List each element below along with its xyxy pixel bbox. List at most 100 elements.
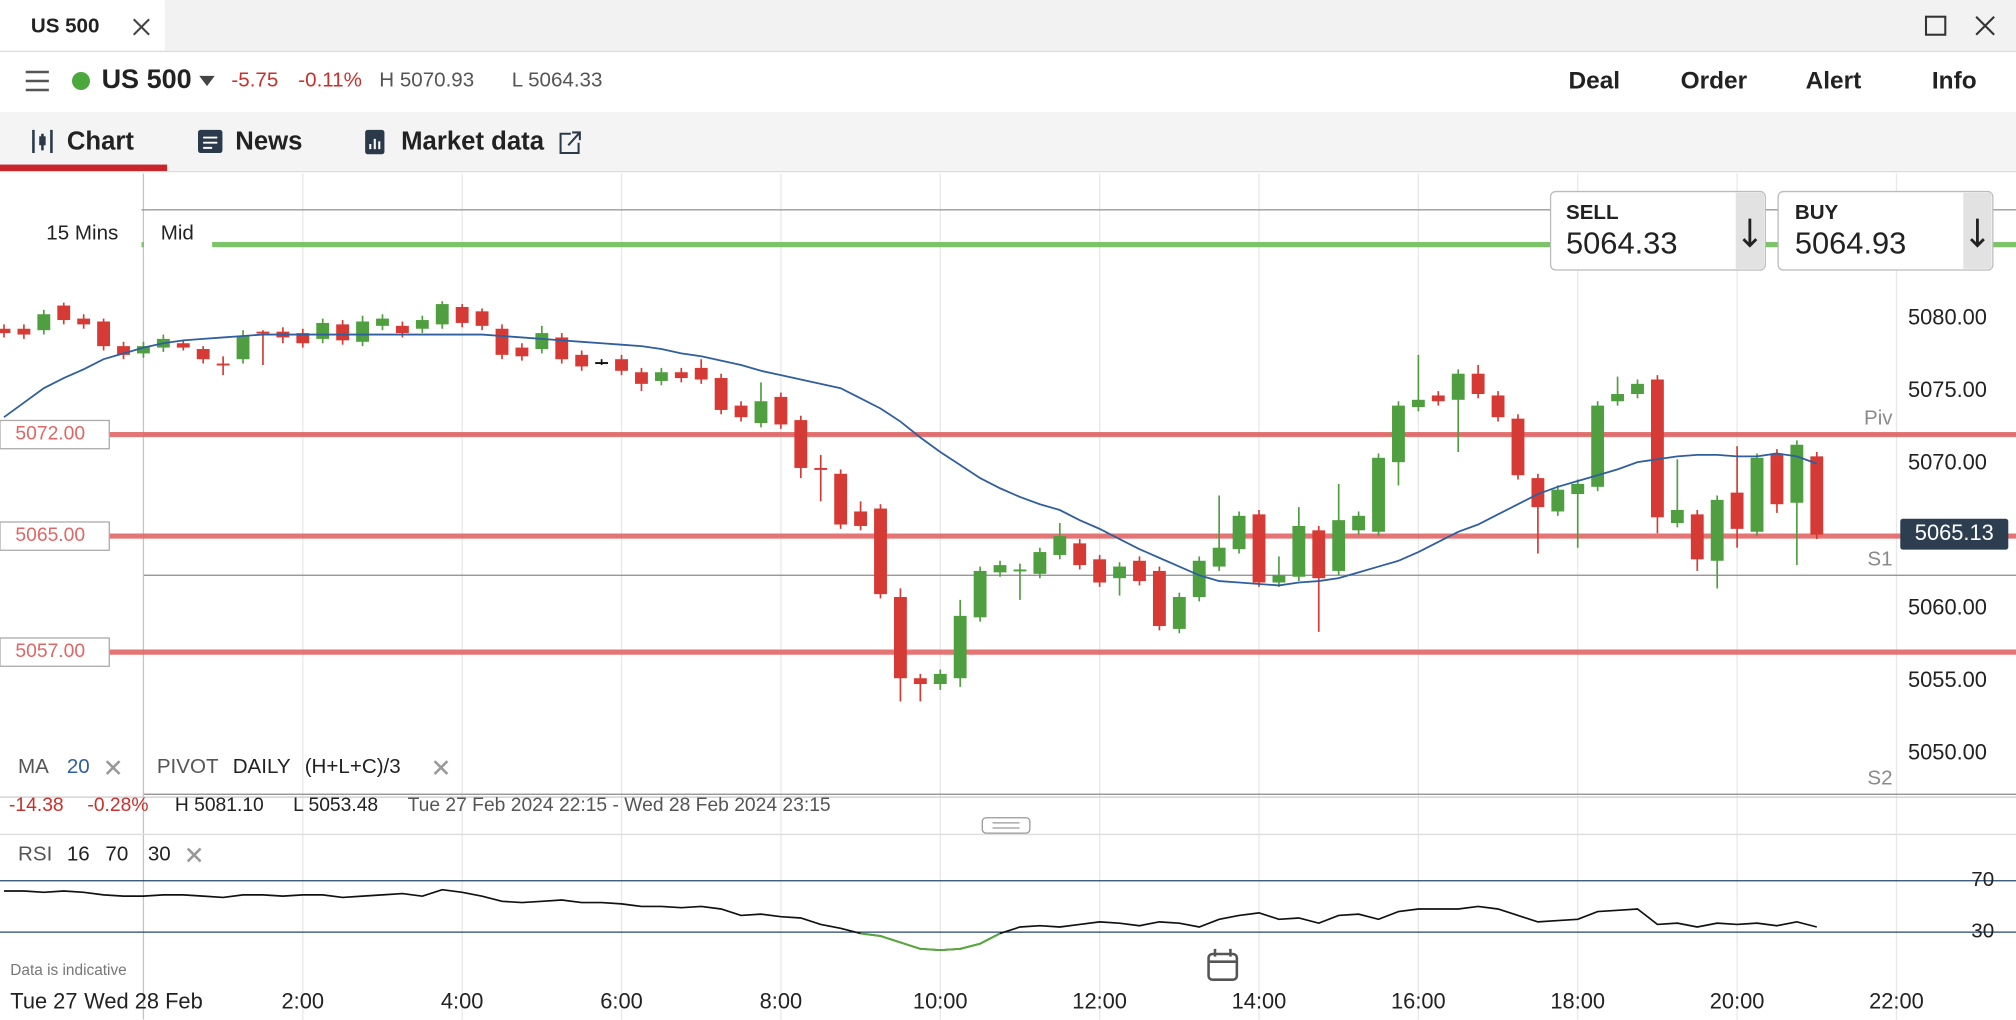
pivot-label: PIVOT bbox=[157, 755, 219, 778]
buy-button[interactable] bbox=[1777, 190, 1994, 271]
x-tick-label: 6:00 bbox=[600, 989, 643, 1014]
rsi-oversold-segment bbox=[979, 932, 1001, 945]
price-type-text[interactable]: Mid bbox=[161, 221, 194, 244]
candle-body bbox=[953, 615, 967, 679]
candle-body bbox=[1531, 478, 1545, 508]
candle-body bbox=[1312, 530, 1326, 579]
x-tick-label: Wed 28 Feb bbox=[84, 989, 203, 1014]
calendar-icon[interactable] bbox=[1208, 948, 1237, 964]
news-tab-icon[interactable] bbox=[203, 136, 218, 149]
disclaimer: Data is indicative bbox=[10, 962, 126, 979]
rsi-lower: 30 bbox=[148, 842, 171, 865]
close-window-icon[interactable] bbox=[1975, 15, 1995, 36]
remove-rsi[interactable] bbox=[186, 847, 202, 863]
market-data-tab[interactable]: Market data bbox=[401, 128, 545, 156]
remove-ma[interactable] bbox=[105, 760, 121, 775]
buy-label[interactable]: BUY bbox=[1795, 201, 1839, 224]
y-tick-label: 5080.00 bbox=[1908, 304, 1987, 329]
deal-button[interactable]: Deal bbox=[1569, 68, 1621, 95]
candle-body bbox=[1511, 418, 1525, 476]
panel-resize-handle[interactable] bbox=[981, 817, 1031, 834]
price-level-tag bbox=[0, 521, 110, 551]
candle-body bbox=[296, 333, 310, 344]
rsi-oversold-segment bbox=[860, 932, 881, 938]
interval-selector-text[interactable]: 15 Mins bbox=[46, 221, 118, 244]
candle-body bbox=[1491, 395, 1505, 418]
candle-body bbox=[874, 508, 887, 595]
close-tab-icon[interactable] bbox=[132, 18, 150, 36]
alert-button[interactable]: Alert bbox=[1806, 68, 1862, 95]
buy-arrow[interactable] bbox=[1969, 218, 1985, 248]
buy-price[interactable]: 5064.93 bbox=[1795, 226, 1906, 261]
rsi-oversold-segment bbox=[900, 941, 921, 950]
candle-body bbox=[993, 565, 1007, 573]
rsi-oversold-segment bbox=[940, 947, 961, 952]
y-tick-label: 5070.00 bbox=[1908, 449, 1987, 474]
candle-body bbox=[555, 337, 569, 360]
pivot-line-label: S1 bbox=[1867, 547, 1892, 570]
period-change-pct: -0.28% bbox=[87, 795, 148, 816]
candle-body bbox=[1631, 383, 1644, 394]
candle-body bbox=[1471, 373, 1485, 394]
candle-body bbox=[1431, 395, 1445, 402]
x-tick-label: 22:00 bbox=[1869, 989, 1924, 1014]
news-tab[interactable]: News bbox=[235, 128, 302, 156]
candle-body bbox=[754, 401, 768, 424]
candle-body bbox=[814, 467, 828, 470]
period-high: H 5081.10 bbox=[175, 795, 264, 816]
y-tick-label: 5050.00 bbox=[1908, 739, 1987, 764]
candle-body bbox=[1292, 525, 1306, 577]
rsi-oversold-segment bbox=[880, 935, 901, 944]
day-high: H 5070.93 bbox=[379, 68, 474, 91]
overlays: 5050.00 5055.00 5060.00 5065.00 5070.00 5075.… bbox=[0, 304, 2009, 789]
sell-price[interactable]: 5064.33 bbox=[1566, 226, 1677, 261]
external-link-icon[interactable] bbox=[559, 131, 581, 155]
candle-body bbox=[794, 420, 808, 468]
candle-body bbox=[893, 597, 907, 679]
candle-body bbox=[734, 405, 748, 418]
panel-resize-handle[interactable] bbox=[992, 822, 1020, 829]
window-tab-title[interactable]: US 500 bbox=[31, 14, 100, 37]
candle-body bbox=[1372, 457, 1385, 532]
info-button[interactable]: Info bbox=[1932, 68, 1977, 95]
candle-body bbox=[1790, 444, 1804, 503]
sell-arrow[interactable] bbox=[1742, 218, 1758, 248]
sell-button[interactable] bbox=[1549, 190, 1766, 271]
y-tick-label: 5075.00 bbox=[1908, 377, 1987, 402]
candle-body bbox=[495, 328, 509, 355]
period-change: -14.38 bbox=[9, 795, 64, 816]
interval-selector[interactable] bbox=[28, 213, 142, 255]
news-tab-icon[interactable] bbox=[198, 129, 223, 154]
chart-tab[interactable]: Chart bbox=[67, 128, 135, 156]
candle-body bbox=[97, 321, 111, 347]
candle-body bbox=[475, 311, 489, 326]
candle-body bbox=[933, 673, 947, 685]
candle-body bbox=[37, 314, 51, 331]
candle-body bbox=[654, 372, 668, 381]
instrument-name[interactable]: US 500 bbox=[102, 64, 192, 94]
menu-icon[interactable] bbox=[25, 70, 49, 92]
active-tab-indicator bbox=[0, 164, 168, 172]
maximize-icon[interactable] bbox=[1924, 15, 1947, 36]
grid bbox=[142, 173, 1898, 1020]
remove-pivot[interactable] bbox=[433, 760, 449, 775]
market-data-icon[interactable] bbox=[369, 138, 381, 150]
x-start-label: Tue 27 bbox=[10, 989, 77, 1014]
chart-tab-icon[interactable] bbox=[39, 136, 46, 146]
candle-body bbox=[1152, 570, 1166, 627]
candle-body bbox=[455, 306, 469, 323]
candle-body bbox=[1770, 453, 1784, 505]
calendar-icon[interactable] bbox=[1207, 952, 1239, 982]
window-tab[interactable] bbox=[0, 0, 165, 52]
last-price-tag bbox=[1900, 518, 2009, 550]
price-type-selector[interactable] bbox=[144, 213, 213, 255]
sell-label[interactable]: SELL bbox=[1566, 201, 1619, 224]
candle-body bbox=[635, 372, 648, 384]
candle-body bbox=[1013, 569, 1027, 572]
order-button[interactable]: Order bbox=[1681, 68, 1748, 95]
candle-body bbox=[1551, 489, 1565, 512]
instrument-dropdown[interactable] bbox=[199, 75, 215, 87]
candle-body bbox=[415, 320, 429, 329]
candle-body bbox=[1352, 515, 1366, 531]
y-tick-label: 5055.00 bbox=[1908, 667, 1987, 692]
